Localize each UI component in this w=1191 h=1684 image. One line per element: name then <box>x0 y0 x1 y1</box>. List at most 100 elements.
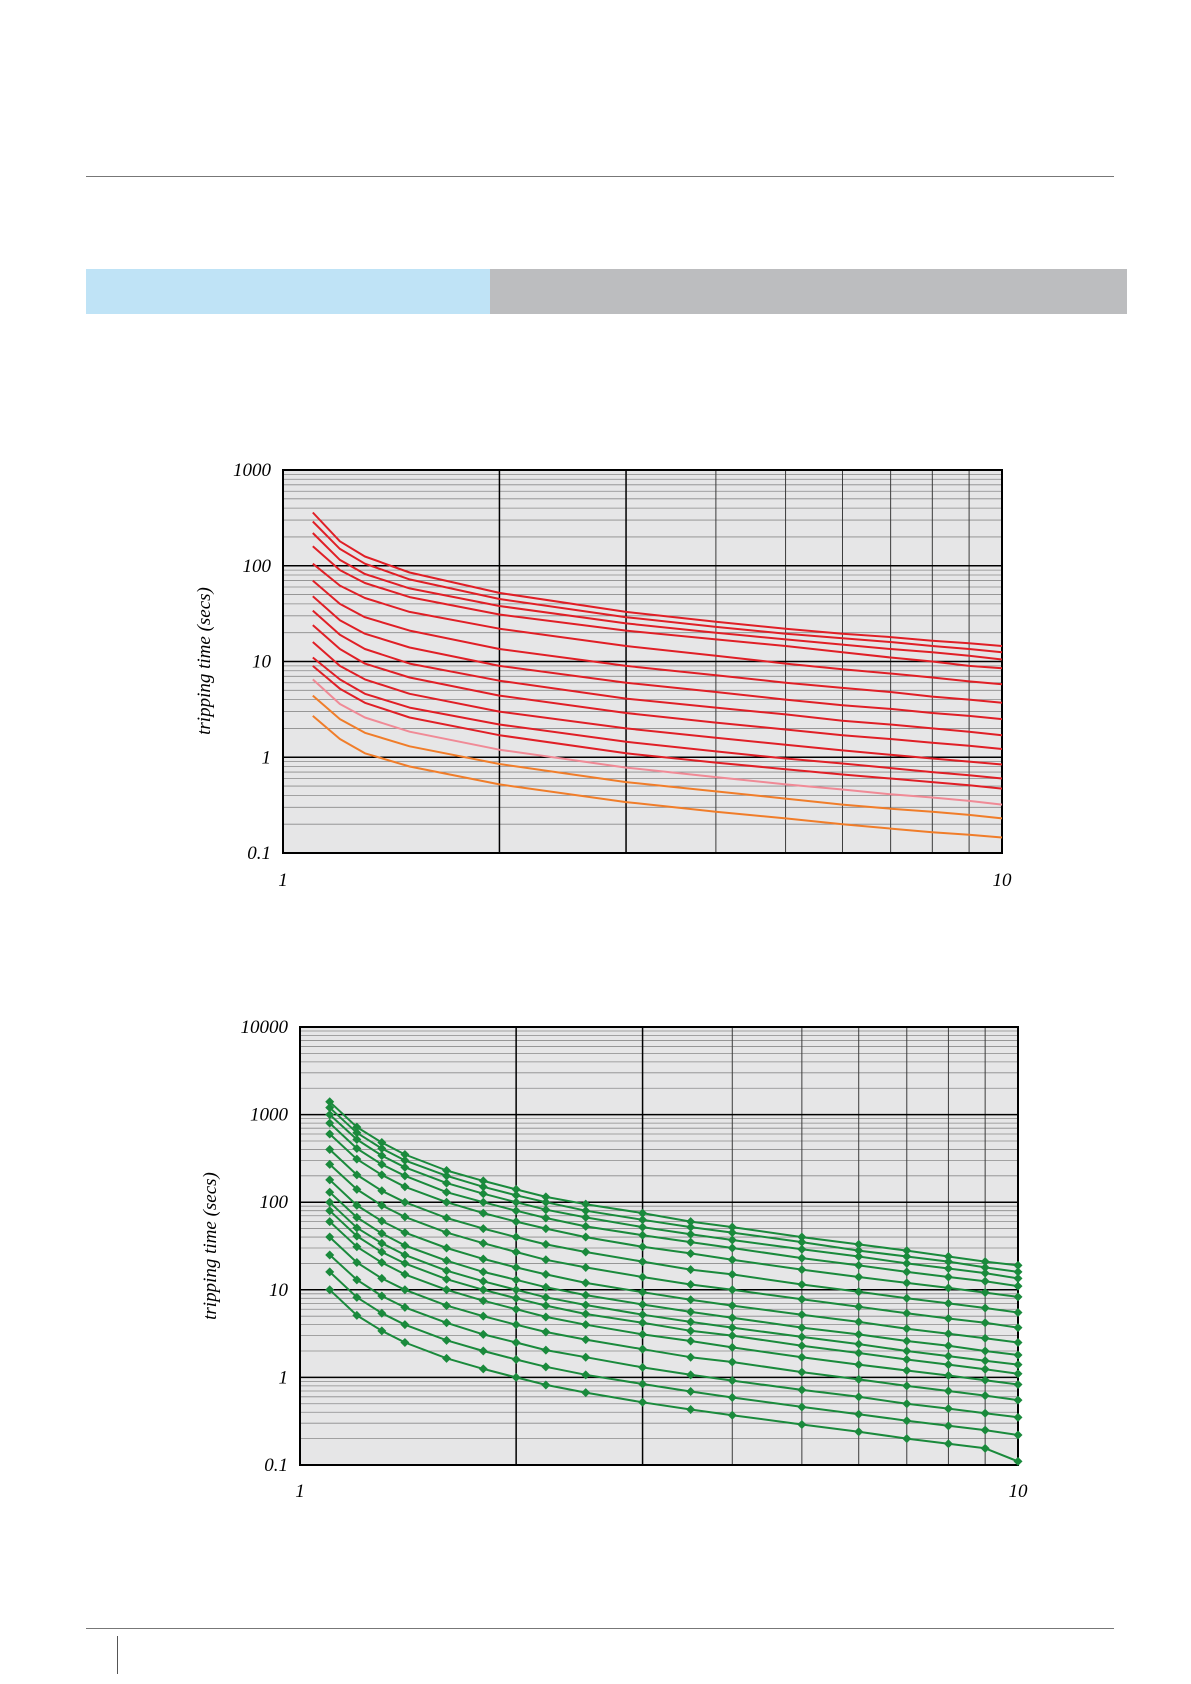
data-point <box>541 1239 551 1249</box>
data-point <box>686 1222 696 1232</box>
data-point <box>511 1275 521 1285</box>
data-point <box>511 1285 521 1295</box>
data-point <box>377 1170 387 1180</box>
data-point <box>980 1318 990 1328</box>
data-point <box>638 1397 648 1407</box>
data-point <box>854 1287 864 1297</box>
data-point <box>541 1312 551 1322</box>
data-point <box>325 1267 335 1277</box>
data-point <box>1013 1369 1023 1379</box>
data-point <box>511 1206 521 1216</box>
data-point <box>686 1265 696 1275</box>
data-point <box>854 1239 864 1249</box>
data-point <box>1013 1360 1023 1370</box>
data-point <box>797 1310 807 1320</box>
series-line <box>329 1254 1019 1419</box>
data-point <box>442 1243 452 1253</box>
data-point <box>325 1232 335 1242</box>
data-point <box>638 1208 648 1218</box>
data-point <box>902 1365 912 1375</box>
data-point <box>581 1388 591 1398</box>
data-point <box>854 1374 864 1384</box>
data-point <box>581 1206 591 1216</box>
data-point <box>511 1372 521 1382</box>
data-point <box>943 1264 953 1274</box>
data-point <box>400 1338 410 1348</box>
data-point <box>478 1329 488 1339</box>
data-point <box>727 1235 737 1245</box>
data-point <box>581 1247 591 1257</box>
series-line <box>312 624 1003 750</box>
data-point <box>727 1301 737 1311</box>
data-point <box>902 1324 912 1334</box>
data-point <box>1013 1379 1023 1389</box>
data-point <box>325 1110 335 1120</box>
data-point <box>727 1357 737 1367</box>
footer-marker <box>117 1636 118 1674</box>
data-point <box>638 1310 648 1320</box>
data-point <box>400 1258 410 1268</box>
data-point <box>352 1223 362 1233</box>
data-point <box>943 1272 953 1282</box>
data-point <box>797 1294 807 1304</box>
data-point <box>980 1408 990 1418</box>
bottom-divider <box>86 1628 1114 1629</box>
series-line <box>329 1191 1019 1356</box>
data-point <box>902 1251 912 1261</box>
data-point <box>980 1443 990 1453</box>
data-point <box>478 1238 488 1248</box>
data-point <box>511 1338 521 1348</box>
data-point <box>352 1292 362 1302</box>
data-point <box>727 1285 737 1295</box>
y-tick-label: 10000 <box>241 1017 289 1038</box>
data-point <box>797 1323 807 1333</box>
data-point <box>377 1238 387 1248</box>
data-point <box>854 1392 864 1402</box>
plot-frame <box>282 469 1003 854</box>
data-point <box>352 1184 362 1194</box>
data-point <box>943 1371 953 1381</box>
series-line <box>329 1236 1019 1402</box>
data-point <box>511 1355 521 1365</box>
data-point <box>1013 1430 1023 1440</box>
data-point <box>943 1351 953 1361</box>
data-point <box>325 1144 335 1154</box>
data-point <box>581 1309 591 1319</box>
data-point <box>686 1248 696 1258</box>
data-point <box>980 1375 990 1385</box>
data-point <box>478 1208 488 1218</box>
data-point <box>478 1224 488 1234</box>
data-point <box>902 1355 912 1365</box>
data-point <box>325 1206 335 1216</box>
top-divider <box>86 176 1114 177</box>
data-point <box>686 1217 696 1227</box>
data-point <box>541 1213 551 1223</box>
data-point <box>727 1269 737 1279</box>
data-point <box>442 1353 452 1363</box>
data-point <box>442 1187 452 1197</box>
data-point <box>352 1170 362 1180</box>
plot-area <box>300 1027 1018 1465</box>
data-point <box>442 1274 452 1284</box>
data-point <box>797 1332 807 1342</box>
data-point <box>511 1293 521 1303</box>
data-point <box>377 1257 387 1267</box>
data-point <box>902 1346 912 1356</box>
data-point <box>686 1237 696 1247</box>
data-point <box>943 1386 953 1396</box>
data-point <box>727 1342 737 1352</box>
series-line <box>329 1271 1019 1436</box>
data-point <box>854 1348 864 1358</box>
data-point <box>541 1362 551 1372</box>
data-point <box>442 1301 452 1311</box>
data-point <box>352 1144 362 1154</box>
data-point <box>377 1138 387 1148</box>
data-point <box>1013 1456 1023 1466</box>
data-point <box>478 1189 488 1199</box>
data-point <box>797 1253 807 1263</box>
data-point <box>400 1197 410 1207</box>
y-tick-label: 1000 <box>250 1105 289 1126</box>
data-point <box>511 1184 521 1194</box>
data-point <box>541 1192 551 1202</box>
data-point <box>902 1278 912 1288</box>
